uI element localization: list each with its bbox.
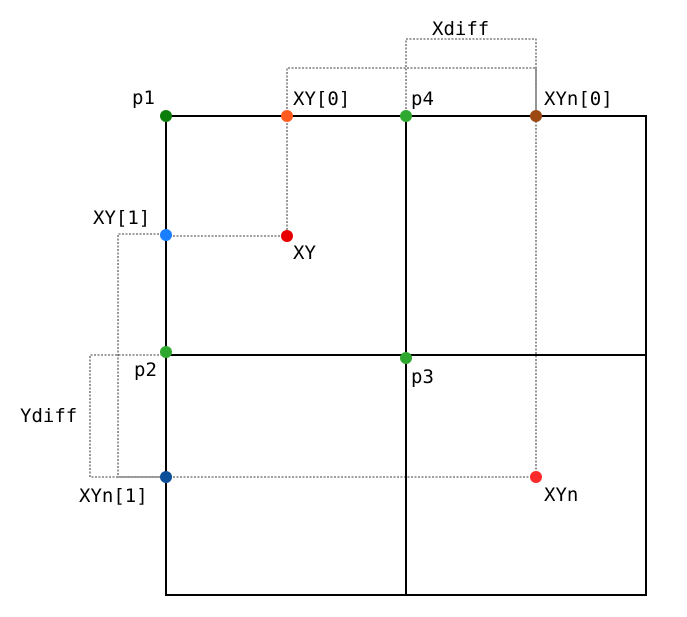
label-ydiff: Ydiff bbox=[20, 405, 77, 427]
label-p1: p1 bbox=[132, 87, 155, 109]
label-xyn1: XYn[1] bbox=[79, 485, 148, 507]
point-xy0 bbox=[281, 110, 293, 122]
point-p1 bbox=[160, 110, 172, 122]
ydiff-bracket bbox=[89, 354, 166, 478]
point-p4 bbox=[400, 110, 412, 122]
point-xyn bbox=[530, 471, 542, 483]
label-xy: XY bbox=[293, 242, 316, 264]
label-xyn0: XYn[0] bbox=[544, 88, 613, 110]
point-xyn0 bbox=[530, 110, 542, 122]
point-p2 bbox=[160, 346, 172, 358]
label-p3: p3 bbox=[411, 366, 434, 388]
point-xy1 bbox=[160, 229, 172, 241]
label-xdiff: Xdiff bbox=[432, 18, 489, 40]
xy0-to-xyn0-guide bbox=[286, 67, 537, 477]
label-p4: p4 bbox=[411, 88, 434, 110]
label-xy1: XY[1] bbox=[93, 207, 150, 229]
point-xyn1 bbox=[160, 471, 172, 483]
label-xyn: XYn bbox=[544, 484, 578, 506]
label-p2: p2 bbox=[134, 359, 157, 381]
label-xy0: XY[0] bbox=[293, 88, 350, 110]
xy1-to-xyn1-guide bbox=[117, 233, 166, 478]
point-xy bbox=[281, 230, 293, 242]
point-p3 bbox=[400, 352, 412, 364]
